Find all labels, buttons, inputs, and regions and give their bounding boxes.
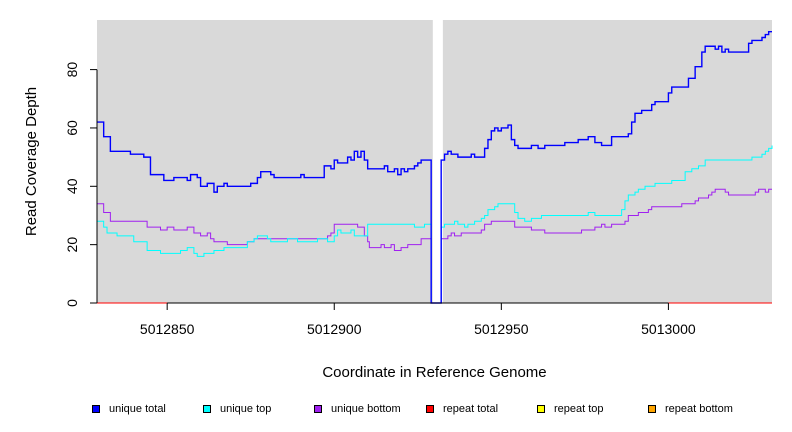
legend-swatch bbox=[92, 405, 100, 413]
alignment-gap bbox=[432, 20, 443, 303]
legend-item-unique-bottom: unique bottom bbox=[314, 401, 401, 417]
legend-swatch bbox=[314, 405, 322, 413]
legend-label: unique bottom bbox=[331, 403, 401, 415]
series-line-unique-total bbox=[97, 30, 772, 304]
series-line-unique-top bbox=[97, 145, 773, 304]
y-tick-label: 20 bbox=[64, 237, 80, 253]
x-tick-label: 5012900 bbox=[307, 321, 362, 337]
legend-item-unique-total: unique total bbox=[92, 401, 166, 417]
legend-item-repeat-total: repeat total bbox=[426, 401, 498, 417]
legend-label: repeat top bbox=[554, 403, 604, 415]
x-axis-title: Coordinate in Reference Genome bbox=[322, 364, 546, 381]
y-tick-label: 80 bbox=[64, 62, 80, 78]
alignment-gap-layer bbox=[432, 20, 443, 303]
legend-swatch bbox=[648, 405, 656, 413]
legend-label: unique top bbox=[220, 403, 272, 415]
y-tick-label: 0 bbox=[64, 299, 80, 307]
x-axis: 5012850 5012900 5012950 5013000 bbox=[140, 302, 696, 337]
y-axis-title: Read Coverage Depth bbox=[23, 87, 40, 236]
legend-label: repeat total bbox=[443, 403, 499, 415]
legend-swatch bbox=[537, 405, 545, 413]
legend-item-repeat-bottom: repeat bottom bbox=[648, 401, 733, 417]
x-tick-label: 5013000 bbox=[641, 321, 696, 337]
legend-label: repeat bottom bbox=[665, 403, 733, 415]
legend: unique total unique top unique bottom re… bbox=[92, 401, 782, 417]
legend-swatch bbox=[426, 405, 434, 413]
legend-swatch bbox=[203, 405, 211, 413]
legend-label: unique total bbox=[109, 403, 166, 415]
legend-item-repeat-top: repeat top bbox=[537, 401, 604, 417]
y-axis: 0 20 40 60 80 bbox=[64, 62, 98, 307]
legend-item-unique-top: unique top bbox=[203, 401, 271, 417]
y-tick-label: 60 bbox=[64, 120, 80, 136]
series-line-unique-bottom bbox=[97, 188, 772, 304]
y-tick-label: 40 bbox=[64, 178, 80, 194]
x-tick-label: 5012850 bbox=[140, 321, 195, 337]
x-tick-label: 5012950 bbox=[474, 321, 529, 337]
